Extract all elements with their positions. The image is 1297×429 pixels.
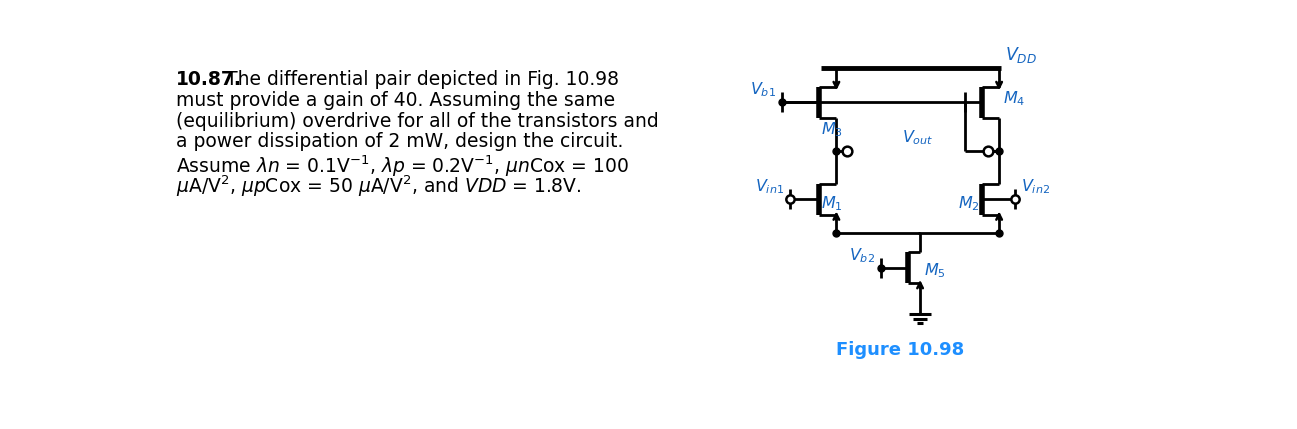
Text: Assume $\lambda n$ = 0.1V$^{-1}$, $\lambda p$ = 0.2V$^{-1}$, $\mu n$Cox = 100: Assume $\lambda n$ = 0.1V$^{-1}$, $\lamb…: [176, 153, 629, 178]
Text: The differential pair depicted in Fig. 10.98: The differential pair depicted in Fig. 1…: [227, 70, 620, 89]
Text: $M_2$: $M_2$: [958, 194, 979, 212]
Text: $V_{out}$: $V_{out}$: [901, 128, 934, 147]
Text: 10.87.: 10.87.: [176, 70, 243, 89]
Text: $M_3$: $M_3$: [821, 120, 843, 139]
Text: $M_4$: $M_4$: [1003, 89, 1025, 108]
Text: $V_{in2}$: $V_{in2}$: [1021, 178, 1051, 196]
Text: $\mu$A/V$^2$, $\mu p$Cox = 50 $\mu$A/V$^2$, and $\mathit{VDD}$ = 1.8V.: $\mu$A/V$^2$, $\mu p$Cox = 50 $\mu$A/V$^…: [176, 174, 581, 199]
Text: $M_1$: $M_1$: [821, 194, 843, 212]
Text: $V_{in1}$: $V_{in1}$: [755, 178, 783, 196]
Text: a power dissipation of 2 mW, design the circuit.: a power dissipation of 2 mW, design the …: [176, 132, 624, 151]
Text: $V_{b2}$: $V_{b2}$: [850, 246, 875, 265]
Text: $M_5$: $M_5$: [923, 261, 946, 280]
Text: (equilibrium) overdrive for all of the transistors and: (equilibrium) overdrive for all of the t…: [176, 112, 659, 130]
Text: $V_{DD}$: $V_{DD}$: [1005, 45, 1038, 65]
Text: $V_{b1}$: $V_{b1}$: [750, 81, 776, 99]
Text: Figure 10.98: Figure 10.98: [837, 341, 965, 359]
Text: must provide a gain of 40. Assuming the same: must provide a gain of 40. Assuming the …: [176, 91, 615, 110]
